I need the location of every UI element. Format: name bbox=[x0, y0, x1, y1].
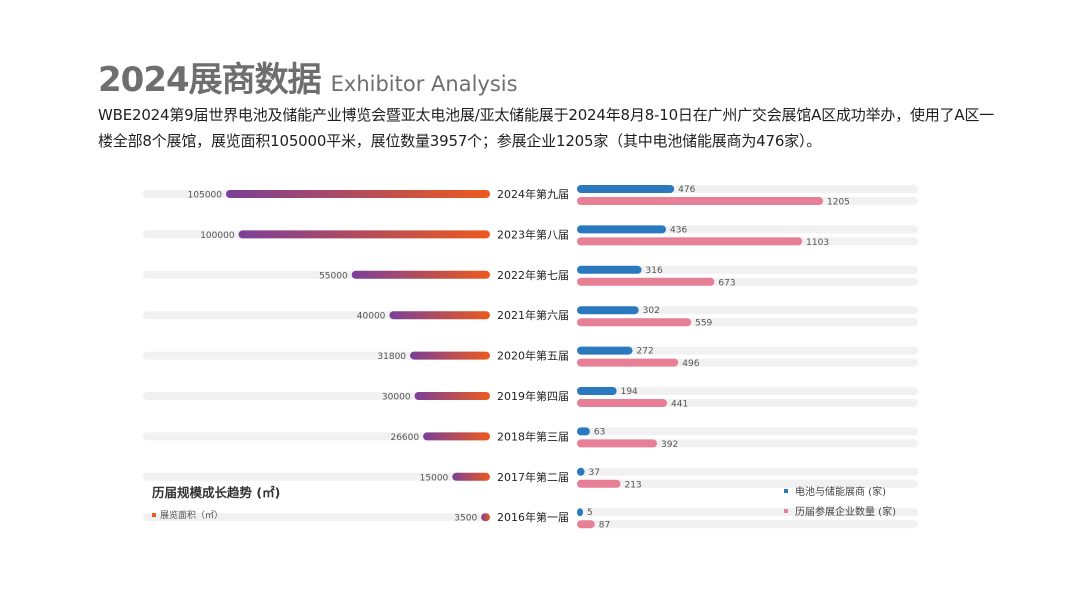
category-label: 2020年第五届 bbox=[497, 349, 569, 363]
area-bar bbox=[226, 190, 490, 198]
battery-value-label: 476 bbox=[678, 185, 695, 195]
total-track bbox=[577, 520, 918, 529]
total-value-label: 441 bbox=[671, 400, 688, 410]
battery-value-label: 63 bbox=[594, 427, 605, 437]
battery-track bbox=[577, 427, 918, 436]
area-bar bbox=[238, 230, 490, 239]
area-track bbox=[143, 513, 490, 522]
area-legend-swatch bbox=[152, 513, 156, 517]
area-value-label: 31800 bbox=[377, 352, 406, 362]
total-bar bbox=[577, 318, 692, 327]
area-value-label: 105000 bbox=[188, 191, 223, 201]
battery-value-label: 194 bbox=[621, 387, 638, 397]
area-bar bbox=[423, 432, 490, 441]
total-legend-label: 历届参展企业数量 (家) bbox=[795, 505, 896, 518]
battery-track bbox=[577, 467, 918, 476]
title-english: Exhibitor Analysis bbox=[330, 72, 518, 96]
category-label: 2017年第二届 bbox=[497, 470, 569, 484]
total-bar bbox=[577, 399, 668, 407]
battery-track bbox=[577, 306, 918, 315]
total-value-label: 87 bbox=[599, 521, 610, 531]
battery-bar bbox=[577, 467, 585, 476]
area-value-label: 15000 bbox=[420, 473, 449, 483]
total-value-label: 559 bbox=[695, 319, 712, 329]
total-value-label: 673 bbox=[718, 278, 735, 288]
total-value-label: 392 bbox=[661, 440, 678, 450]
description-text: WBE2024第9届世界电池及储能产业博览会暨亚太电池展/亚太储能展于2024年… bbox=[98, 106, 995, 150]
total-bar bbox=[577, 197, 823, 205]
area-track bbox=[143, 472, 490, 481]
page-title: 2024展商数据 Exhibitor Analysis bbox=[98, 52, 518, 101]
total-value-label: 1103 bbox=[806, 238, 829, 248]
battery-track bbox=[577, 508, 918, 517]
battery-legend-swatch bbox=[784, 489, 788, 493]
area-bar bbox=[481, 513, 490, 522]
area-bar bbox=[414, 392, 490, 400]
battery-bar bbox=[577, 306, 639, 315]
total-bar bbox=[577, 520, 595, 529]
area-bar bbox=[351, 270, 490, 279]
battery-bar bbox=[577, 387, 617, 395]
battery-value-label: 37 bbox=[589, 468, 600, 478]
area-bar bbox=[389, 311, 490, 320]
area-track bbox=[143, 432, 490, 441]
total-track bbox=[577, 479, 918, 488]
category-label: 2023年第八届 bbox=[497, 227, 569, 241]
battery-bar bbox=[577, 346, 633, 355]
battery-value-label: 302 bbox=[643, 306, 660, 316]
total-value-label: 496 bbox=[682, 359, 699, 369]
total-bar bbox=[577, 479, 621, 488]
total-legend-swatch bbox=[784, 509, 788, 513]
category-label: 2022年第七届 bbox=[497, 268, 569, 282]
left-chart-title: 历届规模成长趋势 (㎡) bbox=[152, 485, 280, 500]
category-label: 2019年第四届 bbox=[497, 389, 569, 403]
area-bar bbox=[452, 472, 490, 481]
area-value-label: 30000 bbox=[382, 393, 411, 403]
total-bar bbox=[577, 358, 679, 367]
category-label: 2016年第一届 bbox=[497, 510, 569, 524]
battery-bar bbox=[577, 427, 590, 436]
total-track bbox=[577, 439, 918, 448]
battery-track bbox=[577, 387, 918, 395]
battery-bar bbox=[577, 265, 642, 274]
total-bar bbox=[577, 237, 803, 246]
battery-legend-label: 电池与储能展商 (家) bbox=[795, 485, 886, 498]
battery-bar bbox=[577, 508, 583, 517]
total-bar bbox=[577, 439, 658, 448]
area-value-label: 100000 bbox=[200, 231, 235, 241]
area-value-label: 26600 bbox=[390, 433, 419, 443]
battery-bar bbox=[577, 225, 667, 234]
area-value-label: 3500 bbox=[454, 514, 477, 524]
battery-bar bbox=[577, 185, 675, 193]
category-label: 2021年第六届 bbox=[497, 308, 569, 322]
category-label: 2018年第三届 bbox=[497, 429, 569, 443]
battery-value-label: 436 bbox=[670, 225, 687, 235]
battery-value-label: 5 bbox=[587, 508, 593, 518]
battery-track bbox=[577, 346, 918, 355]
total-bar bbox=[577, 277, 715, 286]
total-value-label: 1205 bbox=[827, 198, 850, 208]
area-value-label: 55000 bbox=[319, 271, 348, 281]
title-chinese: 2024展商数据 bbox=[98, 60, 322, 100]
battery-track bbox=[577, 265, 918, 274]
area-track bbox=[143, 392, 490, 400]
total-value-label: 213 bbox=[624, 480, 641, 490]
area-track bbox=[143, 351, 490, 360]
area-bar bbox=[410, 351, 490, 360]
category-label: 2024年第九届 bbox=[497, 187, 569, 201]
battery-value-label: 316 bbox=[646, 266, 663, 276]
area-legend-label: 展览面积（㎡） bbox=[160, 509, 223, 521]
battery-value-label: 272 bbox=[637, 347, 654, 357]
area-value-label: 40000 bbox=[357, 312, 386, 322]
